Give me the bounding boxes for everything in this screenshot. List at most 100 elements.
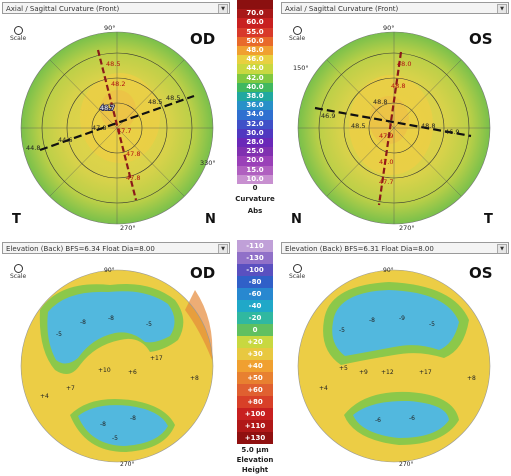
elevation-scale-swatch: +110 [237,420,273,432]
chevron-down-icon[interactable]: ▼ [218,244,228,253]
elevation-map-os: 90° -5 -8 -9 -5 +5 +9 +12 +17 +8 +4 -6 -6 270° [297,267,491,468]
svg-text:+6: +6 [128,369,137,376]
svg-text:+4: +4 [40,393,49,400]
svg-text:330°: 330° [200,159,216,167]
svg-text:48.8: 48.8 [421,122,435,130]
zoom-label: Scale [10,273,27,280]
dropdown-label: Elevation (Back) BFS=6.31 Float Dia=8.00 [285,245,434,253]
svg-text:+8: +8 [467,375,476,382]
svg-text:+7: +7 [66,385,75,392]
curvature-scale-bottom: 0 [252,184,258,192]
curvature-scale-swatch: 20.0 [237,156,273,166]
curvature-scale-swatch: 34.0 [237,110,273,120]
magnifier-icon [292,26,302,35]
svg-text:44.8: 44.8 [26,144,40,152]
magnifier-icon [13,26,23,35]
curvature-scale-swatch: 60.0 [237,18,273,28]
dropdown-label: Elevation (Back) BFS=6.34 Float Dia=8.00 [6,245,155,253]
svg-text:44.6: 44.6 [58,136,72,144]
curvature-scale-swatch: 46.0 [237,55,273,65]
eye-label: OS [469,30,493,48]
curvature-scale-swatch: 25.0 [237,147,273,157]
magnifier-icon [13,264,23,273]
curvature-map-os: 48.0 48.8 48.8 48.5 46.9 47.9 48.8 46.9 … [293,24,491,232]
eye-label: OD [190,264,216,282]
svg-text:-5: -5 [429,321,435,328]
svg-text:48.5: 48.5 [166,94,180,102]
zoom-label: Scale [10,35,27,42]
svg-text:48.0: 48.0 [397,60,411,68]
zoom-button-bottom-right[interactable]: Scale [289,264,305,280]
svg-text:270°: 270° [399,461,413,468]
svg-text:-8: -8 [108,315,114,322]
svg-text:+4: +4 [319,385,328,392]
svg-text:47.8: 47.8 [126,174,140,182]
elevation-scale-swatch: -80 [237,276,273,288]
chevron-down-icon[interactable]: ▼ [497,4,507,13]
curvature-scale-swatch: 38.0 [237,92,273,102]
curvature-map-od: 48.5 48.2 48.7 48.5 48.5 47.8 47.7 44.6 … [20,24,216,232]
svg-text:270°: 270° [120,224,136,232]
svg-text:+9: +9 [359,369,368,376]
svg-text:+17: +17 [419,369,432,376]
zoom-button-top-right[interactable]: Scale [289,26,305,42]
curvature-scale-swatch: 48.0 [237,46,273,56]
map-type-dropdown-bottom-left[interactable]: Elevation (Back) BFS=6.34 Float Dia=8.00… [2,242,230,254]
curvature-scale-swatch: 44.0 [237,64,273,74]
curvature-scale-swatch: 50.0 [237,36,273,46]
svg-text:90°: 90° [104,267,115,274]
svg-text:-6: -6 [409,415,415,422]
eye-label: OS [469,264,493,282]
svg-text:48.5: 48.5 [106,60,120,68]
svg-text:-6: -6 [375,417,381,424]
svg-text:90°: 90° [383,267,394,274]
zoom-button-top-left[interactable]: Scale [10,26,26,42]
elevation-scale-swatch: -110 [237,240,273,252]
svg-text:-8: -8 [80,319,86,326]
map-type-dropdown-top-right[interactable]: Axial / Sagittal Curvature (Front) ▼ [281,2,509,14]
svg-text:48.8: 48.8 [373,98,387,106]
eye-label: OD [190,30,216,48]
svg-text:90°: 90° [104,24,116,32]
map-type-dropdown-bottom-right[interactable]: Elevation (Back) BFS=6.31 Float Dia=8.00… [281,242,509,254]
right-orientation-label: N [205,212,216,227]
panel-top-right: Axial / Sagittal Curvature (Front) ▼ Sca… [279,0,511,238]
dropdown-label: Axial / Sagittal Curvature (Front) [285,5,399,13]
svg-text:+12: +12 [381,369,394,376]
svg-text:-8: -8 [130,415,136,422]
elevation-map-od: 90° -5 -8 -8 -5 +17 +10 +6 +7 +4 +8 -8 -8 -5 270° [20,267,214,468]
color-scales: 70.0 60.0 55.0 50.0 48.0 46.0 44.0 42.0 40.0 38.0… [232,0,278,476]
panel-bottom-right: Elevation (Back) BFS=6.31 Float Dia=8.00… [279,240,511,476]
elevation-scale-swatch: +60 [237,384,273,396]
svg-text:47.7: 47.7 [117,127,131,135]
zoom-button-bottom-left[interactable]: Scale [10,264,26,280]
svg-text:48.5: 48.5 [148,98,162,106]
svg-text:-5: -5 [56,331,62,338]
right-orientation-label: T [484,212,493,227]
elevation-scale-swatch: 0 [237,324,273,336]
svg-text:48.8: 48.8 [391,82,405,90]
elevation-scale-swatch: +80 [237,396,273,408]
svg-text:48.7: 48.7 [100,104,114,112]
curvature-scale-swatch: 42.0 [237,73,273,83]
svg-text:48.5: 48.5 [351,122,365,130]
zoom-label: Scale [289,273,306,280]
curvature-scale-swatch: 70.0 [237,9,273,19]
map-type-dropdown-top-left[interactable]: Axial / Sagittal Curvature (Front) ▼ [2,2,230,14]
curvature-scale-swatch: 28.0 [237,138,273,148]
chevron-down-icon[interactable]: ▼ [497,244,507,253]
svg-text:150°: 150° [293,64,309,72]
curvature-scale-swatch: 10.0 [237,174,273,184]
elevation-scale-swatch: +50 [237,372,273,384]
svg-text:46.9: 46.9 [445,128,459,136]
chevron-down-icon[interactable]: ▼ [218,4,228,13]
curvature-scale-label: Curvature [235,195,275,203]
left-orientation-label: N [291,212,302,227]
elevation-scale-swatch: -40 [237,300,273,312]
svg-text:270°: 270° [120,461,134,468]
svg-text:+10: +10 [98,367,111,374]
curvature-scale-swatch: 32.0 [237,119,273,129]
magnifier-icon [292,264,302,273]
panel-bottom-left: Elevation (Back) BFS=6.34 Float Dia=8.00… [0,240,232,476]
svg-text:-5: -5 [339,327,345,334]
